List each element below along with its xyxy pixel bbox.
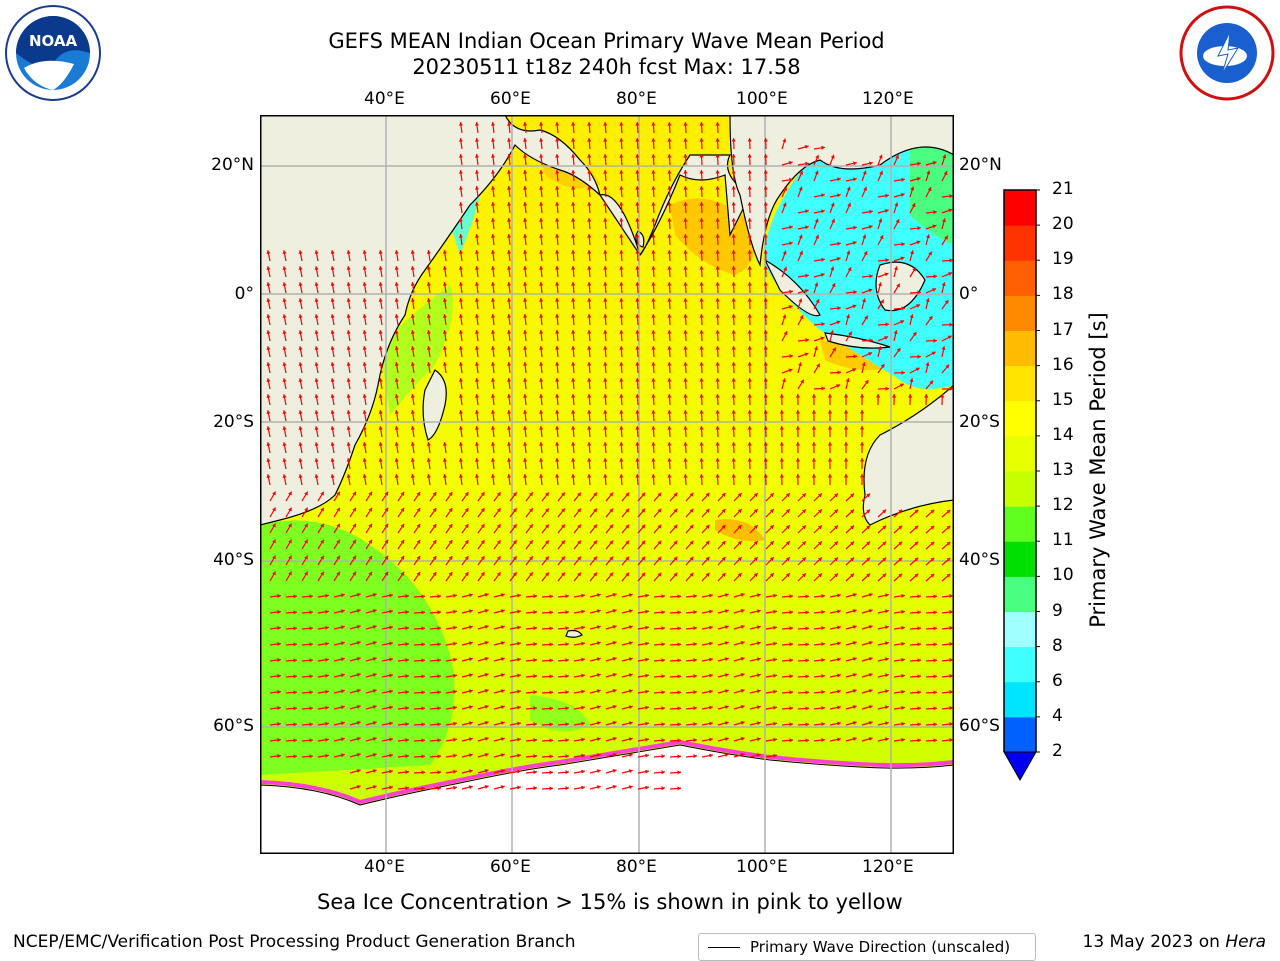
bottom-lon-tick: 40°E <box>364 857 405 877</box>
colorbar-tick-label: 15 <box>1052 390 1074 410</box>
colorbar-segment <box>1004 682 1036 718</box>
map-panel: Primary Wave Direction (unscaled) <box>260 115 954 854</box>
colorbar-segment <box>1004 717 1036 753</box>
legend-label: Primary Wave Direction (unscaled) <box>750 938 1010 956</box>
colorbar-tick-label: 8 <box>1052 636 1063 656</box>
right-lat-tick: 60°S <box>959 716 1000 736</box>
colorbar-tick-label: 4 <box>1052 706 1063 726</box>
right-lat-tick: 20°S <box>959 412 1000 432</box>
footer-date-text: 13 May 2023 on <box>1083 932 1226 952</box>
sea-ice-note: Sea Ice Concentration > 15% is shown in … <box>317 890 903 914</box>
colorbar-tick-label: 19 <box>1052 249 1074 269</box>
colorbar-segment <box>1004 260 1036 296</box>
left-lat-tick: 40°S <box>170 550 254 570</box>
colorbar-tick-label: 11 <box>1052 530 1074 550</box>
legend-line-sample <box>708 947 740 948</box>
colorbar-segment <box>1004 225 1036 261</box>
chart-title: GEFS MEAN Indian Ocean Primary Wave Mean… <box>0 28 1213 54</box>
footer-machine: Hera <box>1225 932 1266 952</box>
right-lat-tick: 0° <box>959 284 978 304</box>
colorbar-tick-label: 6 <box>1052 671 1063 691</box>
colorbar-tick-label: 13 <box>1052 460 1074 480</box>
bottom-lon-tick: 120°E <box>862 857 914 877</box>
top-lon-tick: 120°E <box>862 89 914 109</box>
colorbar-segment <box>1004 331 1036 367</box>
colorbar-segment <box>1004 541 1036 577</box>
right-lat-tick: 40°S <box>959 550 1000 570</box>
colorbar-tick-label: 12 <box>1052 495 1074 515</box>
bottom-lon-tick: 80°E <box>616 857 657 877</box>
colorbar-segment <box>1004 190 1036 226</box>
footer-date: 13 May 2023 on Hera <box>1083 932 1267 952</box>
colorbar-tick-label: 2 <box>1052 741 1063 761</box>
colorbar-segment <box>1004 295 1036 331</box>
colorbar-tick-label: 9 <box>1052 601 1063 621</box>
colorbar-tick-label: 21 <box>1052 179 1074 199</box>
right-lat-tick: 20°N <box>959 155 1002 175</box>
colorbar-extend-triangle <box>1004 752 1036 780</box>
colorbar-tick-label: 18 <box>1052 284 1074 304</box>
map-svg <box>260 115 954 854</box>
top-lon-tick: 40°E <box>364 89 405 109</box>
colorbar-tick-label: 10 <box>1052 565 1074 585</box>
top-lon-tick: 60°E <box>490 89 531 109</box>
colorbar-segment <box>1004 436 1036 472</box>
colorbar-segment <box>1004 401 1036 437</box>
colorbar-segment <box>1004 471 1036 507</box>
bottom-lon-tick: 60°E <box>490 857 531 877</box>
footer-credit: NCEP/EMC/Verification Post Processing Pr… <box>13 932 576 952</box>
colorbar-svg <box>1000 186 1040 786</box>
left-lat-tick: 20°S <box>170 412 254 432</box>
map-legend: Primary Wave Direction (unscaled) <box>698 933 1036 961</box>
colorbar-tick-label: 16 <box>1052 355 1074 375</box>
colorbar-label: Primary Wave Mean Period [s] <box>1086 312 1110 628</box>
colorbar-segment <box>1004 576 1036 612</box>
colorbar-segment <box>1004 366 1036 402</box>
left-lat-tick: 0° <box>170 284 254 304</box>
top-lon-tick: 100°E <box>736 89 788 109</box>
left-lat-tick: 20°N <box>170 155 254 175</box>
top-lon-tick: 80°E <box>616 89 657 109</box>
colorbar-tick-label: 20 <box>1052 214 1074 234</box>
colorbar <box>1000 186 1040 786</box>
colorbar-tick-label: 17 <box>1052 320 1074 340</box>
colorbar-tick-label: 14 <box>1052 425 1074 445</box>
colorbar-segment <box>1004 612 1036 648</box>
bottom-lon-tick: 100°E <box>736 857 788 877</box>
colorbar-segment <box>1004 647 1036 683</box>
chart-subtitle: 20230511 t18z 240h fcst Max: 17.58 <box>0 54 1213 80</box>
colorbar-segment <box>1004 506 1036 542</box>
left-lat-tick: 60°S <box>170 716 254 736</box>
